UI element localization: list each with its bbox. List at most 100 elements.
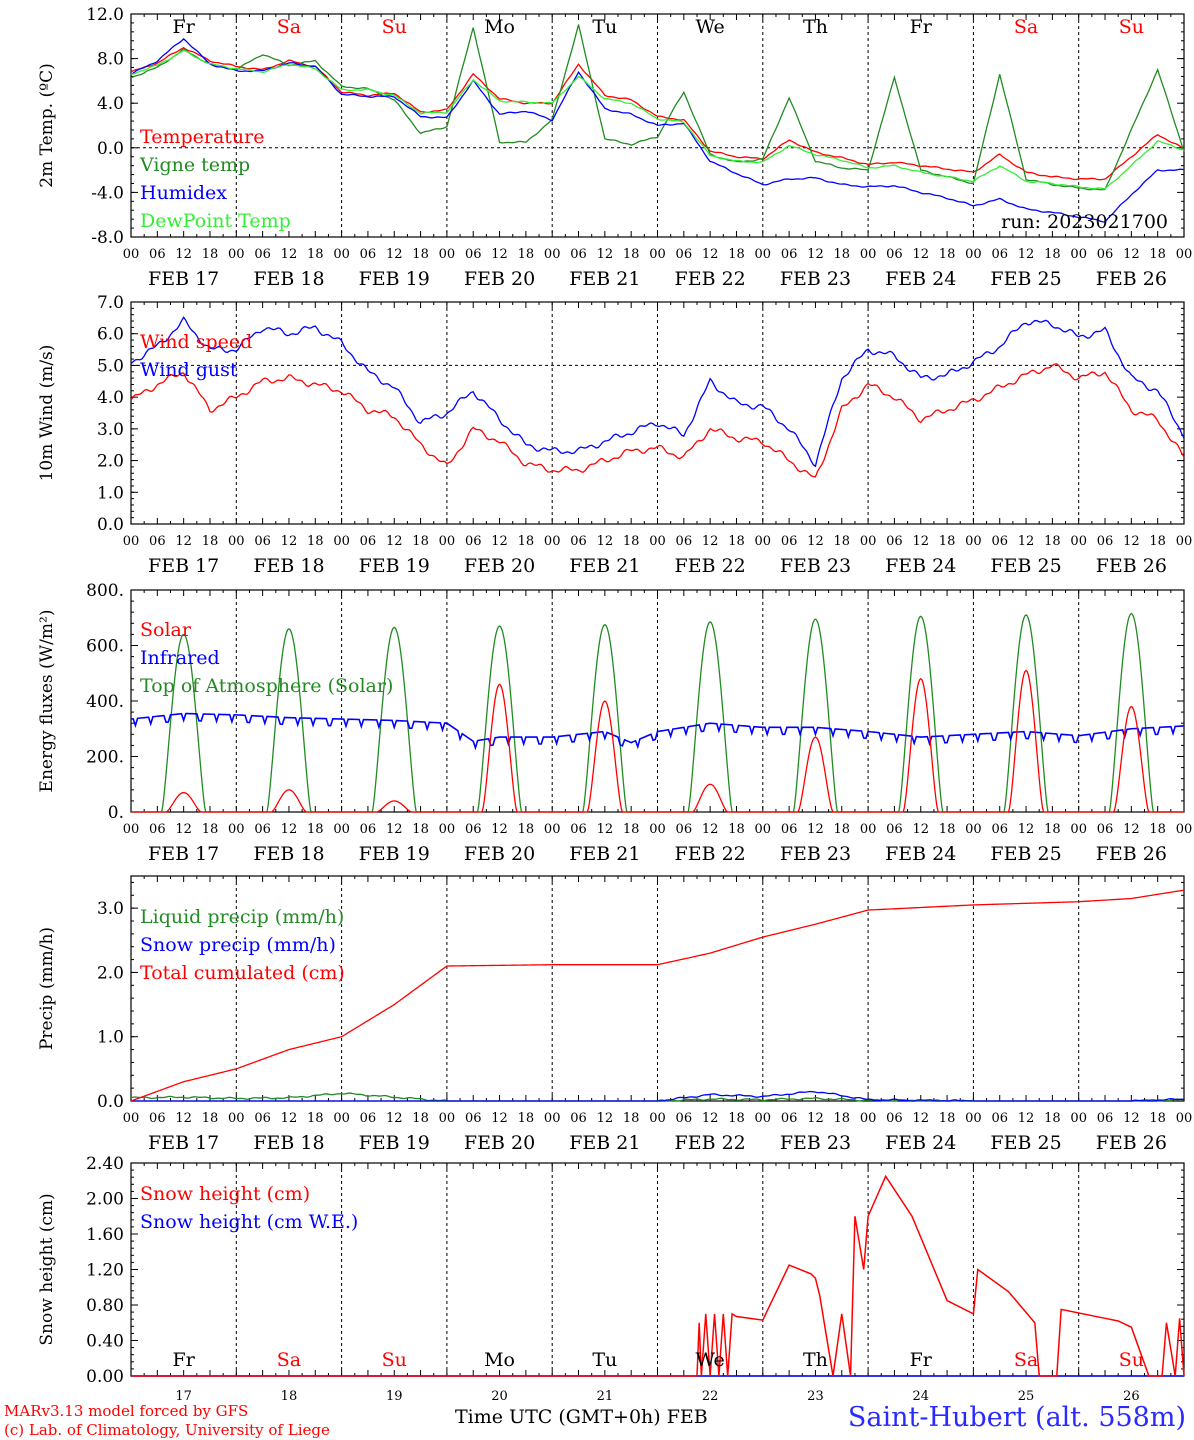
hour-label: 18	[939, 534, 956, 549]
day-label: FEB 24	[885, 268, 956, 290]
hour-label: 00	[333, 822, 350, 837]
weekday-label-bottom: Sa	[1014, 1349, 1038, 1371]
hour-label: 06	[360, 534, 377, 549]
day-label: FEB 21	[569, 1132, 640, 1154]
hour-label: 18	[1149, 822, 1166, 837]
hour-label: 18	[412, 534, 429, 549]
weekday-label-bottom: Su	[382, 1349, 407, 1371]
hour-label: 12	[491, 822, 508, 837]
hour-label: 06	[360, 1111, 377, 1126]
hour-label: 06	[570, 1111, 587, 1126]
weekday-label-bottom: Sa	[277, 1349, 301, 1371]
hour-label: 12	[702, 1111, 719, 1126]
hour-label: 18	[518, 534, 535, 549]
hour-label: 12	[175, 247, 192, 262]
hour-label: 06	[465, 247, 482, 262]
day-label: FEB 25	[990, 268, 1061, 290]
y-axis-title: 10m Wind (m/s)	[37, 345, 57, 482]
hour-label: 18	[728, 822, 745, 837]
y-tick-label: 2.0	[97, 452, 124, 472]
series-line-2	[130, 316, 1185, 468]
hour-label: 00	[123, 822, 140, 837]
hour-label: 00	[1070, 1111, 1087, 1126]
day-label: FEB 17	[148, 1132, 219, 1154]
panel-4	[130, 875, 1185, 1102]
hour-label: 06	[1097, 1111, 1114, 1126]
series-line-infrared	[130, 712, 1185, 751]
y-tick-label: 800.	[86, 581, 124, 601]
y-axis-title: Snow height (cm)	[37, 1193, 57, 1345]
hour-label: 06	[1097, 534, 1114, 549]
weekday-label-top: Su	[1119, 16, 1144, 38]
hour-label: 12	[1018, 822, 1035, 837]
hour-label: 00	[1070, 822, 1087, 837]
hour-label: 06	[781, 1111, 798, 1126]
hour-label: 06	[149, 247, 166, 262]
weekday-label-bottom: We	[696, 1349, 725, 1371]
hour-label: 18	[202, 1111, 219, 1126]
day-label: FEB 21	[569, 555, 640, 577]
day-label: FEB 24	[885, 1132, 956, 1154]
hour-label: 00	[123, 247, 140, 262]
hour-label: 18	[202, 534, 219, 549]
day-label: FEB 17	[148, 555, 219, 577]
y-tick-label: 3.0	[97, 420, 124, 440]
y-tick-label: 2.0	[97, 963, 124, 983]
y-tick-label: 400.	[86, 692, 124, 712]
hour-label: 00	[228, 534, 245, 549]
y-tick-label: 200.	[86, 748, 124, 768]
hour-label: 00	[228, 1111, 245, 1126]
y-tick-label: 0.0	[97, 515, 124, 535]
hour-label: 00	[649, 822, 666, 837]
hour-label: 12	[386, 1111, 403, 1126]
legend-entry-3: Humidex	[140, 182, 227, 204]
legend-entry-3: Top of Atmosphere (Solar)	[140, 675, 393, 697]
hour-label: 18	[623, 1111, 640, 1126]
weekday-label-bottom: Su	[1119, 1349, 1144, 1371]
hour-label: 00	[228, 822, 245, 837]
day-label: FEB 23	[780, 1132, 851, 1154]
hour-label: 18	[623, 822, 640, 837]
y-tick-label: -4.0	[91, 183, 124, 203]
legend-entry-1: Liquid precip (mm/h)	[140, 906, 344, 928]
hour-label: 18	[1149, 1111, 1166, 1126]
hour-label: 00	[1176, 534, 1193, 549]
x-axis-title: Time UTC (GMT+0h) FEB	[455, 1406, 708, 1428]
hour-label: 12	[1018, 1111, 1035, 1126]
y-tick-label: 4.0	[97, 388, 124, 408]
hour-label: 06	[886, 534, 903, 549]
y-tick-label: 3.0	[97, 899, 124, 919]
hour-label: 06	[991, 822, 1008, 837]
day-label: FEB 23	[780, 843, 851, 865]
hour-label: 18	[1044, 822, 1061, 837]
weekday-label-bottom: Fr	[910, 1349, 933, 1371]
panel-5	[130, 1162, 1185, 1377]
hour-label: 06	[360, 247, 377, 262]
hour-label: 06	[1097, 822, 1114, 837]
hour-label: 18	[518, 822, 535, 837]
series-line-4	[130, 49, 1185, 190]
hour-label: 06	[991, 1111, 1008, 1126]
day-label: FEB 21	[569, 843, 640, 865]
y-tick-label: 7.0	[97, 293, 124, 313]
hour-label: 00	[860, 247, 877, 262]
hour-label: 00	[228, 247, 245, 262]
hour-label: 00	[1070, 247, 1087, 262]
hour-label: 18	[1149, 534, 1166, 549]
hour-label: 12	[1018, 247, 1035, 262]
legend-entry-2: Snow precip (mm/h)	[140, 934, 336, 956]
day-label: FEB 18	[253, 268, 324, 290]
hour-label: 12	[912, 822, 929, 837]
hour-label: 12	[807, 822, 824, 837]
day-label: FEB 25	[990, 843, 1061, 865]
hour-label: 00	[755, 822, 772, 837]
hour-label: 12	[491, 247, 508, 262]
hour-label: 00	[544, 1111, 561, 1126]
y-tick-label: 0.	[108, 803, 124, 823]
series-line-solar	[131, 669, 1184, 813]
legend-entry-3: Total cumulated (cm)	[140, 962, 345, 984]
hour-label: 00	[1176, 1111, 1193, 1126]
station-name: Saint-Hubert (alt. 558m)	[847, 1402, 1186, 1433]
weekday-label-bottom: Tu	[592, 1349, 617, 1371]
